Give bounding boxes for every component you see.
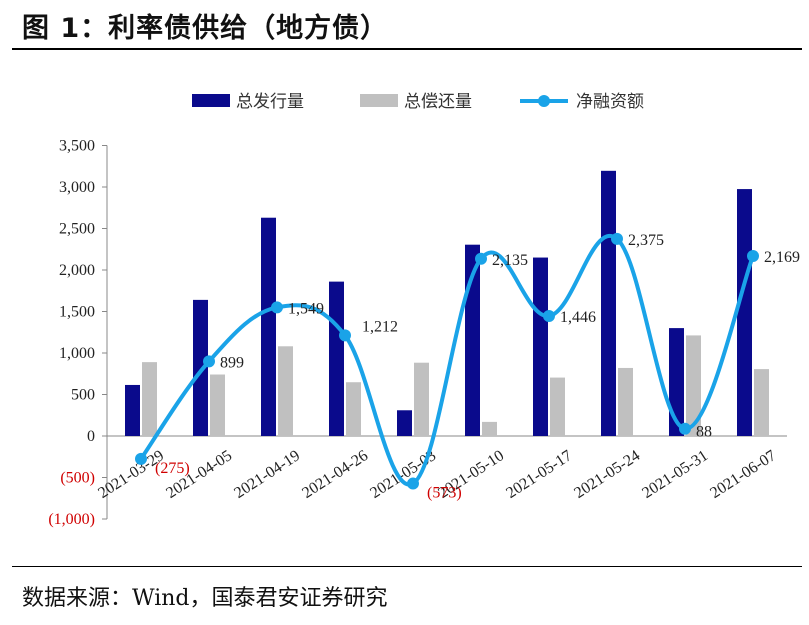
y-axis: 3,500 3,000 2,500 2,000 1,500 1,000 500 0 (500) (… [48, 138, 108, 528]
legend-swatch-issuance [192, 94, 230, 107]
legend-label: 净融资额 [576, 92, 644, 112]
series-net-financing [135, 232, 759, 490]
legend: 总发行量 总偿还量 净融资额 [192, 92, 644, 112]
net-financing-line [139, 234, 755, 487]
bar-total-repayment [686, 335, 701, 436]
y-tick-label: 3,500 [59, 138, 95, 155]
net-financing-labels: (275) 899 1,549 1,212 (573) 2,135 1,446 2,375 88… [155, 232, 800, 502]
net-financing-label: 1,212 [362, 318, 398, 335]
chart: 总发行量 总偿还量 净融资额 3,500 3,000 2,500 2,000 1,500 1,… [48, 92, 800, 528]
net-financing-label: 88 [696, 424, 712, 441]
bar-total-repayment [754, 369, 769, 436]
x-tick-label: 2021-06-07 [707, 447, 779, 502]
net-financing-point [407, 477, 419, 490]
x-tick-label: 2021-04-26 [299, 447, 371, 502]
net-financing-point [135, 452, 147, 465]
y-tick-label: 2,000 [59, 262, 95, 279]
net-financing-label: (573) [427, 485, 462, 502]
bar-total-repayment [482, 421, 497, 436]
bar-total-repayment [550, 377, 565, 436]
bar-total-repayment [346, 382, 361, 436]
series-total-issuance [125, 170, 752, 436]
net-financing-point [679, 422, 691, 435]
net-financing-label: 899 [220, 354, 244, 371]
net-financing-point [203, 355, 215, 368]
bar-total-issuance [601, 170, 616, 436]
bar-total-repayment [210, 374, 225, 436]
bar-total-issuance [329, 281, 344, 436]
y-tick-label: 3,000 [59, 179, 95, 196]
bar-total-repayment [414, 362, 429, 436]
x-tick-label: 2021-05-31 [639, 447, 711, 502]
bar-total-repayment [142, 362, 157, 436]
bar-total-issuance [533, 257, 548, 436]
figure-title: 图 1：利率债供给（地方债） [22, 13, 389, 44]
legend-swatch-repayment [360, 94, 398, 107]
net-financing-label: 2,169 [764, 249, 800, 266]
bar-total-issuance [193, 299, 208, 436]
y-tick-label: 1,000 [59, 345, 95, 362]
net-financing-point [543, 309, 555, 322]
y-tick-label: (500) [60, 470, 95, 487]
bar-total-issuance [737, 189, 752, 436]
bar-total-issuance [125, 384, 140, 436]
net-financing-point [475, 252, 487, 265]
legend-swatch-net-point [538, 95, 550, 107]
net-financing-label: 1,549 [288, 300, 324, 317]
net-financing-label: 2,135 [492, 252, 528, 269]
y-tick-label: 500 [71, 387, 95, 404]
x-tick-label: 2021-04-19 [231, 447, 303, 502]
title-rule [12, 48, 802, 50]
bar-total-issuance [261, 217, 276, 436]
y-tick-label: 2,500 [59, 221, 95, 238]
net-financing-point [747, 249, 759, 262]
bar-total-repayment [618, 367, 633, 436]
series-total-repayment [142, 335, 769, 436]
y-tick-label: 1,500 [59, 304, 95, 321]
net-financing-point [611, 232, 623, 245]
bar-total-issuance [397, 410, 412, 436]
bar-total-issuance [669, 328, 684, 436]
y-tick-label: (1,000) [48, 511, 95, 528]
source-note: 数据来源：Wind，国泰君安证券研究 [22, 586, 388, 611]
net-financing-point [339, 329, 351, 342]
net-financing-label: 1,446 [560, 309, 596, 326]
net-financing-label: 2,375 [628, 232, 664, 249]
legend-label: 总偿还量 [404, 92, 472, 112]
x-tick-label: 2021-05-24 [571, 447, 643, 502]
bar-total-repayment [278, 346, 293, 436]
source-rule [12, 566, 802, 567]
y-tick-label: 0 [87, 428, 95, 445]
net-financing-point [271, 301, 283, 314]
net-financing-label: (275) [155, 460, 190, 477]
legend-label: 总发行量 [236, 92, 304, 112]
x-tick-label: 2021-05-17 [503, 447, 575, 502]
